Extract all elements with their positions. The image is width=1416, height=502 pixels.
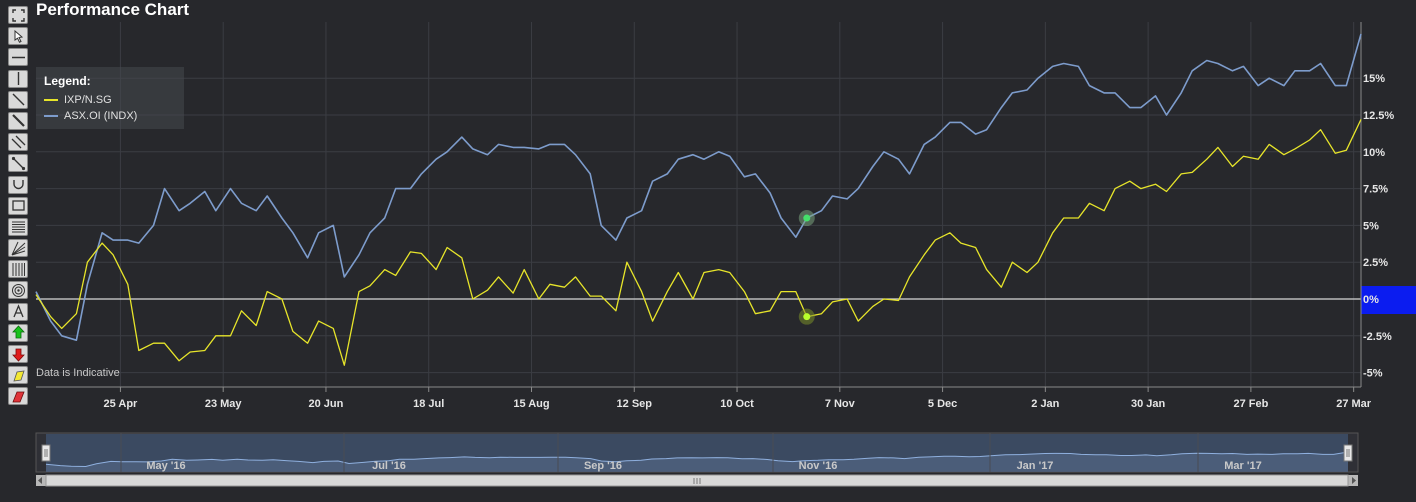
fullscreen-icon bbox=[11, 8, 25, 22]
navigator-line bbox=[45, 451, 1349, 468]
legend-label-ixp: IXP/N.SG bbox=[64, 94, 112, 106]
fullscreen-tool-button[interactable] bbox=[8, 6, 28, 24]
x-tick-label: 27 Feb bbox=[1233, 398, 1268, 410]
segment-tool-button[interactable] bbox=[8, 154, 28, 173]
parallel-lines-icon bbox=[11, 135, 25, 149]
y-tick-label: -2.5% bbox=[1363, 331, 1392, 343]
horizontal-line-tool-button[interactable] bbox=[8, 48, 28, 67]
legend-swatch-asx bbox=[44, 115, 58, 117]
legend-label-asx: ASX.OI (INDX) bbox=[64, 110, 138, 122]
highlighter-icon bbox=[12, 370, 25, 382]
y-tick-label: 2.5% bbox=[1363, 257, 1388, 269]
navigator-label: Jan '17 bbox=[1017, 460, 1054, 472]
series-asx-line[interactable] bbox=[35, 33, 1362, 342]
navigator-area bbox=[46, 452, 1348, 472]
time-zones-icon bbox=[12, 262, 25, 276]
zero-label-badge bbox=[1361, 286, 1416, 314]
y-tick-label: 15% bbox=[1363, 73, 1385, 85]
parallel-lines-tool-button[interactable] bbox=[8, 133, 28, 152]
arrow-up-icon bbox=[11, 325, 25, 339]
trend-line-icon bbox=[12, 93, 24, 106]
x-tick-label: 18 Jul bbox=[413, 398, 444, 410]
hover-marker-asx[interactable] bbox=[798, 210, 815, 227]
navigator[interactable]: May '16 Jul '16 Sep '16 Nov '16 Jan '17 Mar '… bbox=[35, 432, 1359, 473]
fan-icon bbox=[11, 241, 25, 256]
x-tick-label: 25 Apr bbox=[104, 398, 139, 410]
eraser-icon bbox=[11, 391, 25, 403]
x-tick-label: 5 Dec bbox=[928, 398, 957, 410]
segment-icon bbox=[11, 156, 25, 170]
series-ixp-line[interactable] bbox=[35, 119, 1362, 366]
arrow-up-tool-button[interactable] bbox=[8, 323, 28, 342]
rectangle-icon bbox=[11, 200, 25, 211]
time-zones-tool-button[interactable] bbox=[8, 260, 28, 279]
x-tick-label: 2 Jan bbox=[1031, 398, 1059, 410]
y-tick-label: 7.5% bbox=[1363, 184, 1388, 196]
legend-item-asx[interactable]: ASX.OI (INDX) bbox=[44, 110, 137, 122]
highlighter-tool-button[interactable] bbox=[8, 366, 28, 385]
navigator-label: Nov '16 bbox=[799, 460, 838, 472]
arrow-down-tool-button[interactable] bbox=[8, 345, 28, 363]
hover-marker-ixp[interactable] bbox=[798, 308, 815, 325]
x-tick-label: 12 Sep bbox=[617, 398, 653, 410]
y-tick-label: 0% bbox=[1363, 294, 1379, 306]
arc-tool-button[interactable] bbox=[8, 175, 28, 194]
y-tick-label: 10% bbox=[1363, 147, 1385, 159]
grid bbox=[36, 22, 1361, 387]
page-title: Performance Chart bbox=[36, 0, 190, 19]
fibonacci-retracement-icon bbox=[11, 221, 25, 233]
scrollbar-left-arrow-icon[interactable] bbox=[38, 477, 42, 484]
navigator-scrollbar[interactable] bbox=[36, 474, 1358, 487]
x-tick-label: 7 Nov bbox=[825, 398, 856, 410]
trend-line-tool-button[interactable] bbox=[8, 90, 28, 109]
ray-line-tool-button[interactable] bbox=[8, 111, 28, 130]
hover-marker-ixp-dot bbox=[803, 313, 811, 321]
arc-icon bbox=[12, 180, 24, 190]
horizontal-line-icon bbox=[11, 56, 25, 59]
navigator-handle-right[interactable] bbox=[1343, 444, 1353, 462]
y-axis: 15% 12.5% 10% 7.5% 5% 2.5% 0% -2.5% -5% bbox=[1360, 22, 1394, 387]
circles-tool-button[interactable] bbox=[8, 281, 28, 300]
text-tool-button[interactable] bbox=[8, 302, 28, 321]
x-tick-label: 10 Oct bbox=[720, 398, 754, 410]
hover-marker-asx-dot bbox=[803, 214, 811, 222]
handle-body bbox=[1343, 444, 1353, 462]
arrow-down-icon bbox=[11, 348, 25, 362]
navigator-label: May '16 bbox=[146, 460, 185, 472]
pointer-icon bbox=[14, 29, 23, 43]
eraser-tool-button[interactable] bbox=[8, 387, 28, 406]
pointer-tool-button[interactable] bbox=[8, 27, 28, 46]
navigator-label: Jul '16 bbox=[372, 460, 406, 472]
x-axis: 25 Apr 23 May 20 Jun 18 Jul 15 Aug 12 Sep 10 O… bbox=[36, 386, 1372, 410]
indicative-note: Data is Indicative bbox=[36, 367, 120, 379]
drawing-toolbar bbox=[8, 6, 30, 409]
x-tick-label: 15 Aug bbox=[513, 398, 549, 410]
y-tick-label: 12.5% bbox=[1363, 110, 1394, 122]
x-tick-label: 27 Mar bbox=[1336, 398, 1372, 410]
y-tick-label: -5% bbox=[1363, 368, 1383, 380]
handle-body bbox=[41, 444, 51, 462]
x-tick-label: 23 May bbox=[205, 398, 243, 410]
scrollbar-right-arrow-icon[interactable] bbox=[1352, 477, 1356, 484]
text-icon bbox=[12, 304, 24, 318]
vertical-line-tool-button[interactable] bbox=[8, 69, 28, 88]
ray-line-icon bbox=[11, 114, 25, 128]
vertical-line-icon bbox=[17, 72, 19, 86]
circles-icon bbox=[11, 283, 25, 297]
x-tick-label: 20 Jun bbox=[309, 398, 344, 410]
navigator-label: Mar '17 bbox=[1224, 460, 1261, 472]
rectangle-tool-button[interactable] bbox=[8, 196, 28, 215]
legend-swatch-ixp bbox=[44, 99, 58, 101]
fan-tool-button[interactable] bbox=[8, 239, 28, 258]
legend-item-ixp[interactable]: IXP/N.SG bbox=[44, 94, 112, 106]
legend: Legend: IXP/N.SG ASX.OI (INDX) bbox=[36, 67, 184, 129]
fibonacci-retracement-tool-button[interactable] bbox=[8, 217, 28, 236]
navigator-handle-left[interactable] bbox=[41, 444, 51, 462]
y-tick-label: 5% bbox=[1363, 220, 1379, 232]
navigator-label: Sep '16 bbox=[584, 460, 622, 472]
x-tick-label: 30 Jan bbox=[1131, 398, 1166, 410]
legend-title: Legend: bbox=[44, 74, 91, 88]
